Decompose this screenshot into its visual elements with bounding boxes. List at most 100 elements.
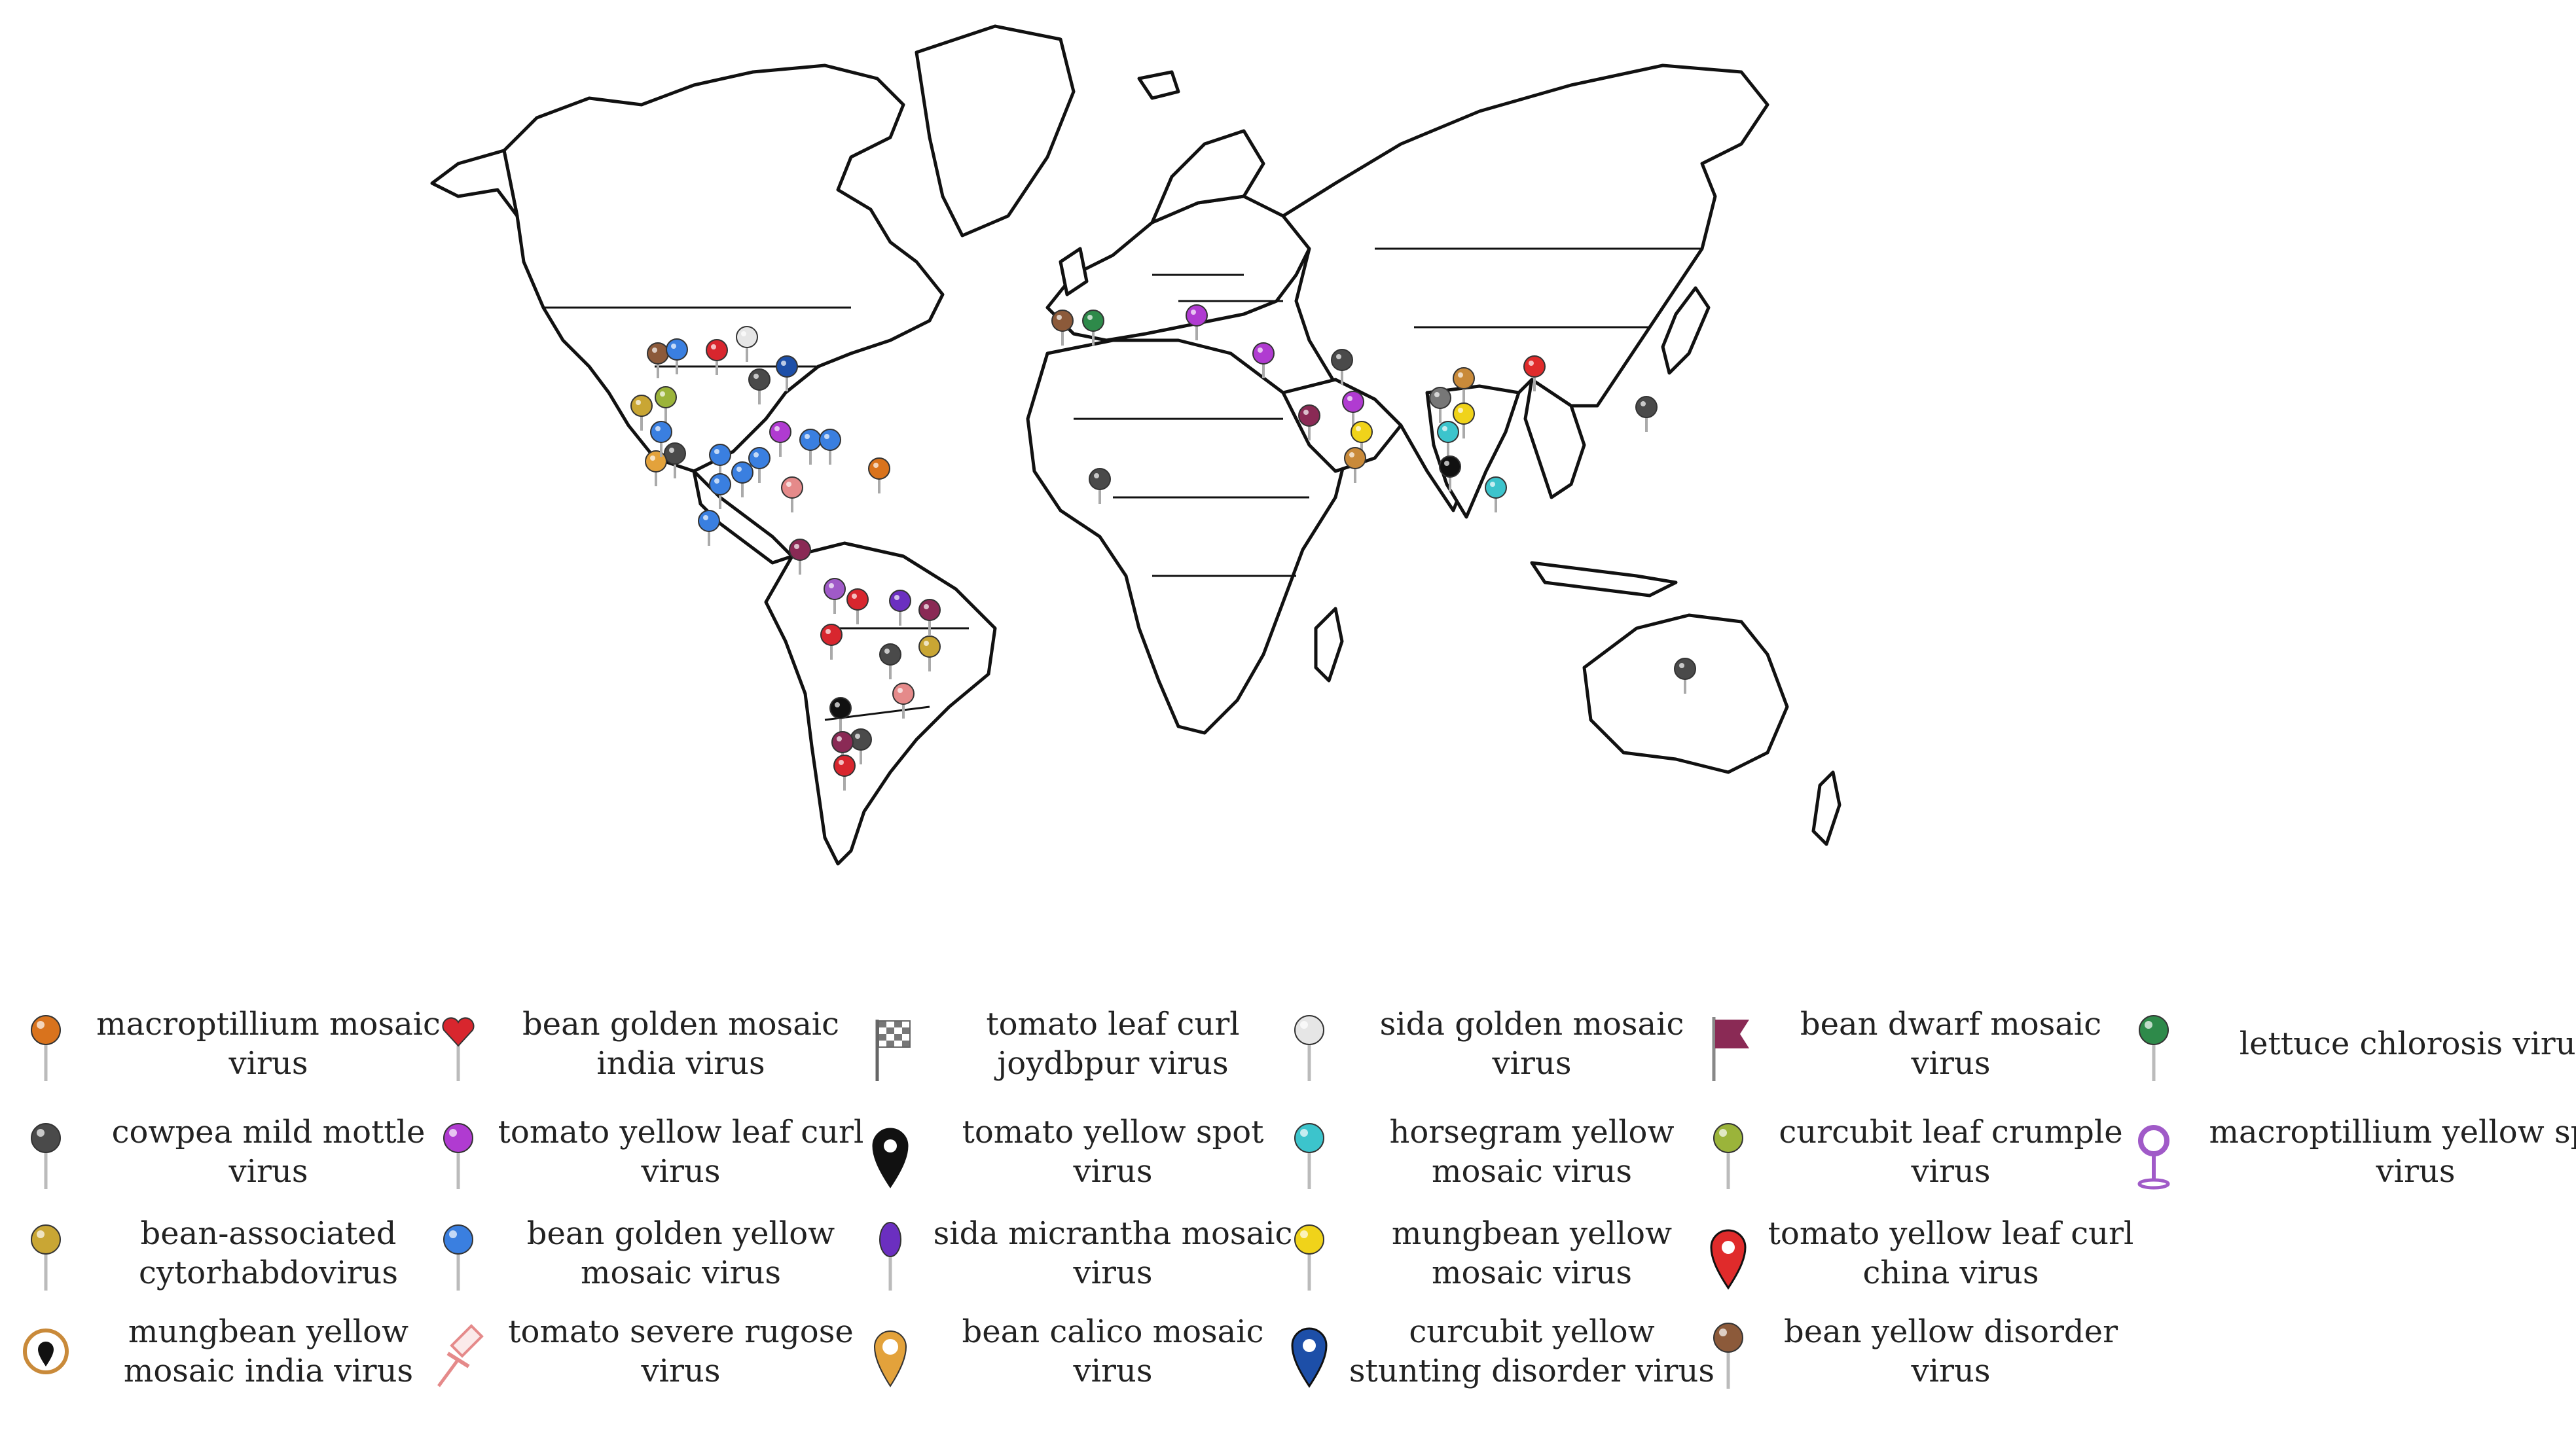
legend-item: tomato leaf curl joydbpur virus [858, 995, 1296, 1093]
map-pin [709, 444, 731, 480]
legend-item: macroptillium yellow spot virus [2121, 1103, 2576, 1201]
legend-item: bean-associated cytorhabdovirus [13, 1204, 452, 1302]
ring-marker-icon [873, 1330, 907, 1387]
north-america [502, 63, 945, 473]
legend-item: bean golden mosaic india virus [426, 995, 864, 1093]
legend-item: tomato yellow leaf curl virus [426, 1103, 864, 1201]
map-pins [630, 304, 1696, 791]
legend-label: cowpea mild mottle virus [111, 1114, 426, 1190]
legend-item: sida micrantha mosaic virus [858, 1204, 1296, 1302]
map-pin [831, 731, 854, 767]
ring-pin-icon [2137, 1125, 2170, 1190]
map-pin [889, 590, 911, 626]
map-pin [1089, 468, 1111, 504]
legend-label: sida micrantha mosaic virus [933, 1215, 1293, 1291]
map-pin [1082, 310, 1104, 346]
map-pin [879, 643, 901, 679]
map-pin [819, 429, 841, 465]
legend-item: mungbean yellow mosaic virus [1277, 1204, 1715, 1302]
map-pin [650, 421, 672, 457]
indonesia [1530, 561, 1678, 598]
ball-pin-icon [443, 1224, 473, 1291]
legend-item: bean dwarf mosaic virus [1696, 995, 2134, 1093]
legend-item: curcubit leaf crumple virus [1696, 1103, 2134, 1201]
map-marker-icon [872, 1128, 909, 1188]
alaska [430, 149, 519, 218]
map-pin [748, 447, 771, 483]
map-pin [1635, 396, 1658, 432]
map-pin [820, 624, 843, 660]
legend-label: curcubit leaf crumple virus [1779, 1114, 2123, 1190]
legend-item: tomato yellow spot virus [858, 1103, 1296, 1201]
legend-label: macroptillium yellow spot virus [2209, 1114, 2576, 1190]
map-pin [1252, 342, 1275, 378]
map-pin [769, 421, 791, 457]
map-pin [799, 429, 822, 465]
map-pin [1186, 304, 1208, 340]
legend-label: sida golden mosaic virus [1379, 1006, 1684, 1082]
legend-label: mungbean yellow mosaic virus [1391, 1215, 1673, 1291]
british-isles [1059, 247, 1089, 296]
legend: macroptillium mosaic virus cowpea mild mo… [0, 995, 2576, 1445]
legend-label: horsegram yellow mosaic virus [1389, 1114, 1675, 1190]
legend-item: lettuce chlorosis virus [2121, 995, 2576, 1093]
legend-label: bean dwarf mosaic virus [1800, 1006, 2102, 1082]
legend-item: tomato severe rugose virus [426, 1302, 864, 1400]
map-pin [666, 338, 688, 374]
legend-item: tomato yellow leaf curl china virus [1696, 1204, 2134, 1302]
legend-item: sida golden mosaic virus [1277, 995, 1715, 1093]
legend-label: lettuce chlorosis virus [2239, 1026, 2576, 1062]
japan [1661, 286, 1711, 375]
map-marker-icon [1291, 1327, 1328, 1388]
country-borders [543, 247, 1702, 721]
map-pin [918, 635, 941, 671]
legend-item: bean yellow disorder virus [1696, 1302, 2134, 1400]
map-pin [655, 386, 677, 422]
map-pin [698, 510, 720, 546]
map-pin [1429, 387, 1451, 423]
legend-label: bean calico mosaic virus [962, 1313, 1264, 1389]
madagascar [1314, 607, 1344, 683]
legend-label: tomato yellow leaf curl virus [498, 1114, 864, 1190]
greenland [915, 24, 1076, 238]
map-pin [829, 697, 852, 733]
legend-label: curcubit yellow stunting disorder virus [1349, 1313, 1715, 1389]
map-pin [645, 450, 667, 486]
legend-item: curcubit yellow stunting disorder virus [1277, 1302, 1715, 1400]
ball-pin-icon [1294, 1224, 1324, 1291]
map-pin [630, 395, 653, 431]
legend-item: macroptillium mosaic virus [13, 995, 452, 1093]
world-map-svg [430, 24, 1841, 866]
map-pin [1453, 367, 1475, 403]
map-pin [1453, 402, 1475, 438]
flag-icon [1712, 1017, 1749, 1081]
iceland [1137, 70, 1180, 100]
ball-pin-icon [31, 1015, 61, 1081]
map-pin [833, 755, 856, 791]
legend-item: horsegram yellow mosaic virus [1277, 1103, 1715, 1201]
map-pin [1437, 421, 1459, 457]
legend-item: mungbean yellow mosaic india virus [13, 1302, 452, 1400]
europe [1045, 194, 1311, 342]
map-pin [731, 461, 753, 497]
heart-pin-icon [442, 1017, 475, 1081]
scandinavia [1150, 129, 1265, 224]
map-pin [1344, 447, 1366, 483]
map-pin [736, 326, 758, 362]
map-pin [781, 476, 803, 512]
legend-label: bean golden yellow mosaic virus [526, 1215, 835, 1291]
legend-item: bean calico mosaic virus [858, 1302, 1296, 1400]
legend-label: tomato leaf curl joydbpur virus [986, 1006, 1240, 1082]
legend-label: tomato yellow spot virus [962, 1114, 1264, 1190]
map-pin [709, 473, 731, 509]
map-pin [824, 578, 846, 614]
legend-label: bean golden mosaic india virus [522, 1006, 840, 1082]
map-pin [1674, 658, 1696, 694]
map-pin [706, 339, 728, 375]
map-pin [1342, 391, 1364, 427]
ball-pin-icon [443, 1123, 473, 1189]
legend-label: bean-associated cytorhabdovirus [139, 1215, 398, 1291]
ball-pin-icon [2139, 1015, 2169, 1081]
southeast-asia [1523, 378, 1586, 499]
map-marker-icon [1710, 1229, 1747, 1290]
